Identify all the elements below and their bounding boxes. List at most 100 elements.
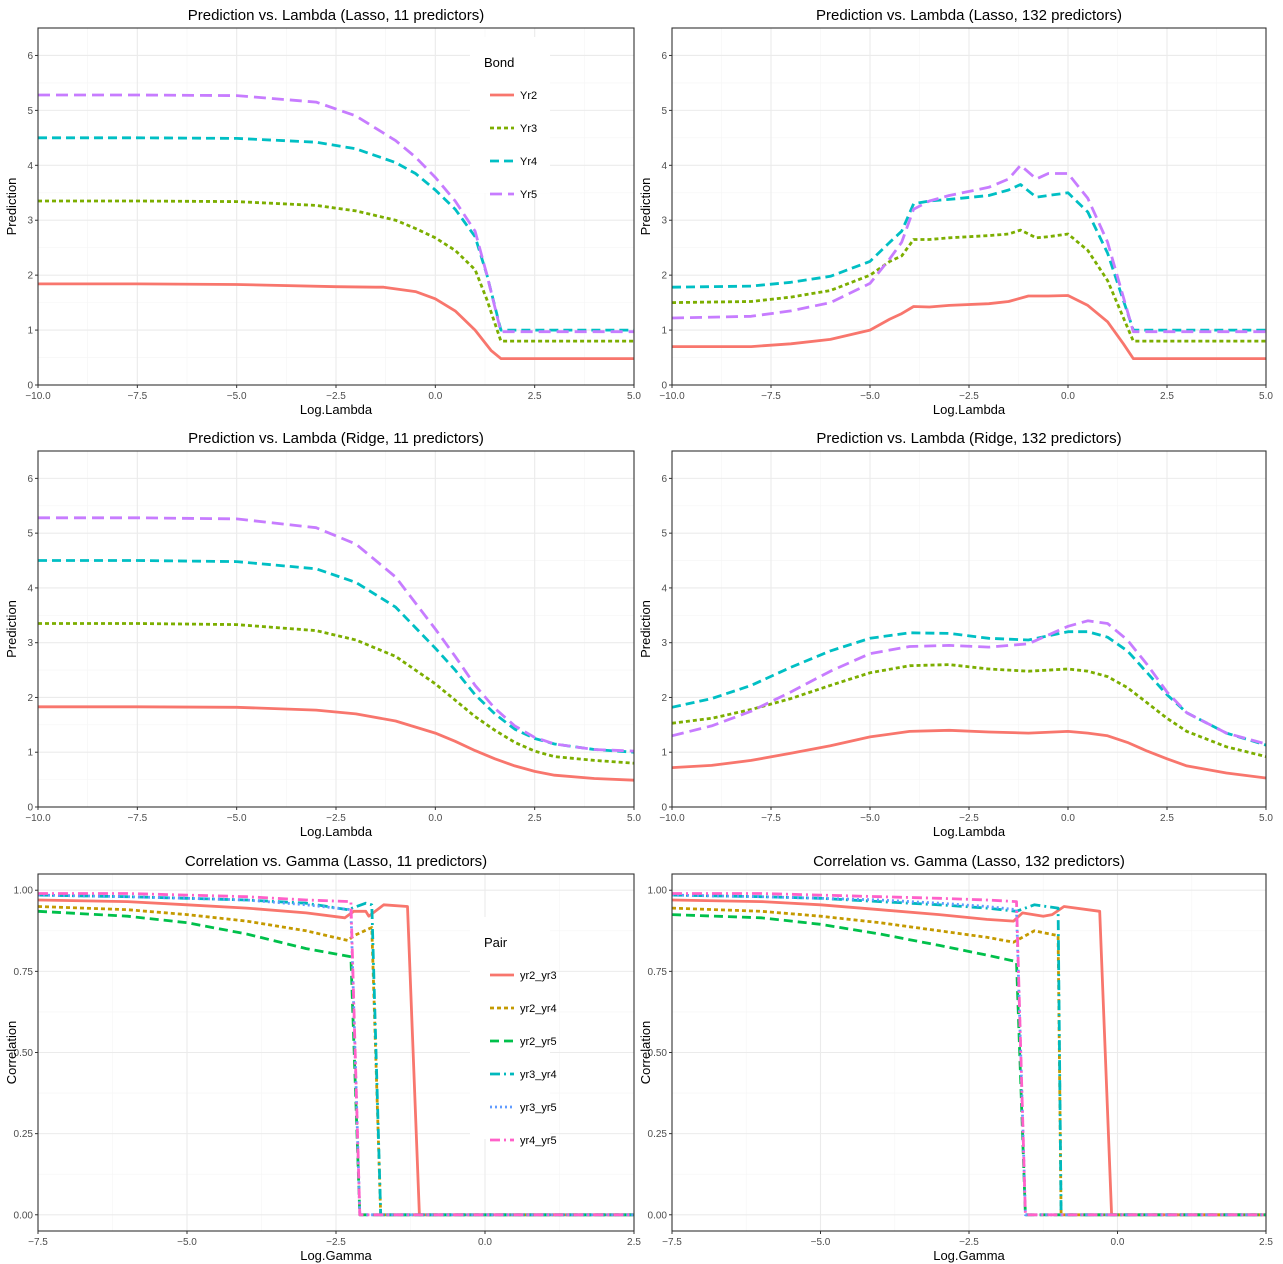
x-tick-label: −2.5 bbox=[959, 1237, 979, 1248]
x-tick-label: −7.5 bbox=[761, 391, 781, 402]
series-line-yr3 bbox=[672, 663, 1266, 758]
series-line-yr5 bbox=[672, 163, 1266, 334]
legend: Bond Yr2 Yr3 Yr4 Yr5 bbox=[470, 37, 550, 201]
legend-label-yr4-yr5: yr4_yr5 bbox=[520, 1135, 557, 1147]
x-tick-label: 2.5 bbox=[528, 813, 542, 824]
y-axis-label: Prediction bbox=[4, 178, 19, 236]
x-tick-label: −10.0 bbox=[25, 813, 51, 824]
x-axis-label: Log.Lambda bbox=[300, 824, 373, 839]
chart-title: Prediction vs. Lambda (Lasso, 132 predic… bbox=[816, 7, 1122, 24]
x-tick-label: 2.5 bbox=[528, 391, 542, 402]
series-line-yr4 bbox=[672, 630, 1266, 747]
y-tick-label: 4 bbox=[27, 583, 33, 594]
y-tick-label: 2 bbox=[661, 693, 667, 704]
y-tick-label: 4 bbox=[27, 161, 33, 172]
legend-label-yr2-yr4: yr2_yr4 bbox=[520, 1003, 557, 1015]
x-tick-label: 2.5 bbox=[1160, 813, 1174, 824]
y-tick-label: 6 bbox=[27, 51, 33, 62]
y-tick-label: 6 bbox=[661, 474, 667, 485]
x-tick-label: 0.0 bbox=[428, 391, 442, 402]
legend-label-yr5: Yr5 bbox=[520, 189, 537, 201]
legend-label-yr3-yr4: yr3_yr4 bbox=[520, 1069, 557, 1081]
x-axis-label: Log.Lambda bbox=[300, 402, 373, 417]
series-line-yr2-yr3 bbox=[672, 898, 1266, 1217]
y-tick-label: 4 bbox=[661, 161, 667, 172]
legend-title: Bond bbox=[484, 55, 514, 70]
chart-title: Prediction vs. Lambda (Ridge, 132 predic… bbox=[816, 430, 1121, 447]
x-axis-label: Log.Gamma bbox=[300, 1248, 372, 1263]
x-tick-label: 5.0 bbox=[1259, 391, 1273, 402]
chart-title: Correlation vs. Gamma (Lasso, 11 predict… bbox=[185, 853, 487, 870]
series-group bbox=[672, 163, 1266, 360]
y-tick-label: 4 bbox=[661, 583, 667, 594]
y-tick-label: 5 bbox=[27, 529, 33, 540]
x-tick-label: −2.5 bbox=[326, 391, 346, 402]
y-tick-label: 0.00 bbox=[14, 1210, 34, 1221]
series-line-yr5 bbox=[38, 93, 634, 334]
chart-panel-1: −10.0 −7.5 −5.0 −2.5 0.0 2.5 5.0 0 1 2 3 4 5 6 Predict… bbox=[4, 7, 641, 417]
x-tick-label: −2.5 bbox=[959, 391, 979, 402]
x-axis-label: Log.Lambda bbox=[933, 824, 1006, 839]
y-tick-label: 5 bbox=[661, 529, 667, 540]
y-tick-label: 1 bbox=[27, 326, 33, 337]
x-tick-label: 0.0 bbox=[1111, 1237, 1125, 1248]
series-line-yr2-yr3 bbox=[38, 898, 634, 1217]
y-tick-label: 0 bbox=[661, 803, 667, 814]
y-tick-label: 0.50 bbox=[648, 1048, 668, 1059]
series-line-yr3 bbox=[672, 228, 1266, 343]
legend-label-yr2-yr5: yr2_yr5 bbox=[520, 1036, 557, 1048]
legend-label-yr2-yr3: yr2_yr3 bbox=[520, 970, 557, 982]
y-tick-label: 1.00 bbox=[648, 886, 668, 897]
x-tick-label: −7.5 bbox=[662, 1237, 682, 1248]
series-line-yr3 bbox=[38, 199, 634, 343]
y-tick-label: 2 bbox=[27, 271, 33, 282]
y-tick-label: 0.25 bbox=[648, 1129, 668, 1140]
y-tick-label: 0.50 bbox=[14, 1048, 34, 1059]
series-line-yr2-yr4 bbox=[38, 905, 634, 1217]
y-tick-label: 0 bbox=[661, 381, 667, 392]
y-tick-label: 0.25 bbox=[14, 1129, 34, 1140]
series-group bbox=[38, 892, 634, 1217]
series-line-yr2 bbox=[38, 705, 634, 782]
y-tick-label: 2 bbox=[27, 693, 33, 704]
x-tick-label: 2.5 bbox=[1160, 391, 1174, 402]
y-tick-label: 6 bbox=[27, 474, 33, 485]
x-tick-label: −5.0 bbox=[811, 1237, 831, 1248]
x-tick-label: −5.0 bbox=[177, 1237, 197, 1248]
y-axis-label: Prediction bbox=[638, 600, 653, 658]
x-tick-label: −5.0 bbox=[860, 391, 880, 402]
x-tick-label: −7.5 bbox=[127, 391, 147, 402]
x-tick-label: −7.5 bbox=[127, 813, 147, 824]
x-tick-label: 5.0 bbox=[627, 391, 641, 402]
y-tick-label: 0.00 bbox=[648, 1210, 668, 1221]
series-line-yr2 bbox=[38, 282, 634, 360]
series-line-yr5 bbox=[672, 619, 1266, 746]
x-tick-label: −2.5 bbox=[326, 813, 346, 824]
chart-panel-4: −10.0 −7.5 −5.0 −2.5 0.0 2.5 5.0 0 1 2 3 4 5 6 Predict… bbox=[638, 430, 1273, 839]
legend-title: Pair bbox=[484, 935, 508, 950]
y-tick-label: 1 bbox=[27, 748, 33, 759]
series-line-yr3-yr5 bbox=[672, 893, 1266, 1217]
y-tick-label: 2 bbox=[661, 271, 667, 282]
x-tick-label: −5.0 bbox=[227, 391, 247, 402]
x-tick-label: 2.5 bbox=[627, 1237, 641, 1248]
x-axis-label: Log.Gamma bbox=[933, 1248, 1005, 1263]
x-tick-label: −5.0 bbox=[227, 813, 247, 824]
x-axis-label: Log.Lambda bbox=[933, 402, 1006, 417]
x-tick-label: 0.0 bbox=[1061, 813, 1075, 824]
series-group bbox=[672, 619, 1266, 780]
x-tick-label: −2.5 bbox=[959, 813, 979, 824]
series-line-yr2 bbox=[672, 294, 1266, 360]
x-tick-label: 2.5 bbox=[1259, 1237, 1273, 1248]
y-tick-label: 5 bbox=[27, 106, 33, 117]
y-tick-label: 0 bbox=[27, 381, 33, 392]
x-tick-label: −5.0 bbox=[860, 813, 880, 824]
series-group bbox=[38, 93, 634, 360]
legend-label-yr3: Yr3 bbox=[520, 123, 537, 135]
series-line-yr2 bbox=[672, 728, 1266, 780]
y-tick-label: 0.75 bbox=[648, 967, 668, 978]
y-tick-label: 3 bbox=[27, 216, 33, 227]
y-tick-label: 6 bbox=[661, 51, 667, 62]
chart-title: Prediction vs. Lambda (Lasso, 11 predict… bbox=[188, 7, 485, 24]
